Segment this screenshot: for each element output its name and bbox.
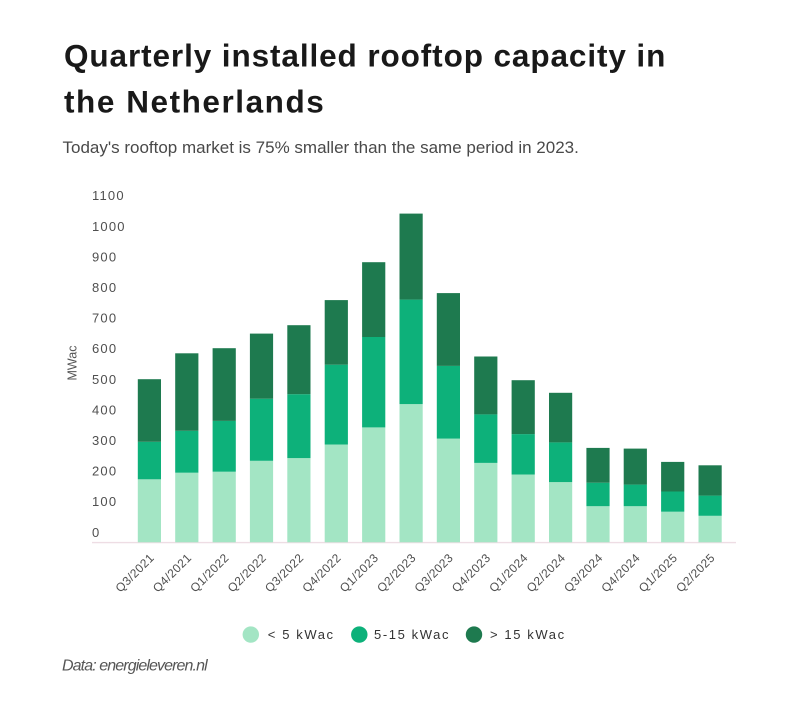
- svg-text:500: 500: [92, 372, 117, 387]
- svg-text:800: 800: [92, 280, 117, 295]
- svg-text:600: 600: [92, 341, 117, 356]
- svg-text:5-15 kWac: 5-15 kWac: [374, 627, 450, 642]
- svg-text:100: 100: [92, 494, 117, 509]
- svg-text:300: 300: [92, 433, 117, 448]
- svg-text:Data: energieleveren.nl: Data: energieleveren.nl: [62, 658, 208, 675]
- svg-text:< 5 kWac: < 5 kWac: [268, 627, 335, 642]
- svg-text:1100: 1100: [92, 188, 125, 203]
- svg-text:1000: 1000: [92, 219, 126, 234]
- svg-text:700: 700: [92, 311, 117, 326]
- svg-text:Quarterly installed rooftop ca: Quarterly installed rooftop capacity in: [64, 38, 666, 74]
- svg-text:900: 900: [92, 249, 117, 264]
- svg-text:MWac: MWac: [66, 346, 80, 381]
- svg-text:Today's rooftop market is 75%: Today's rooftop market is 75% smaller th…: [63, 138, 579, 157]
- svg-text:400: 400: [92, 402, 117, 417]
- svg-text:200: 200: [92, 464, 117, 479]
- svg-text:> 15 kWac: > 15 kWac: [490, 627, 566, 642]
- svg-text:the Netherlands: the Netherlands: [64, 84, 325, 120]
- svg-text:0: 0: [92, 525, 100, 540]
